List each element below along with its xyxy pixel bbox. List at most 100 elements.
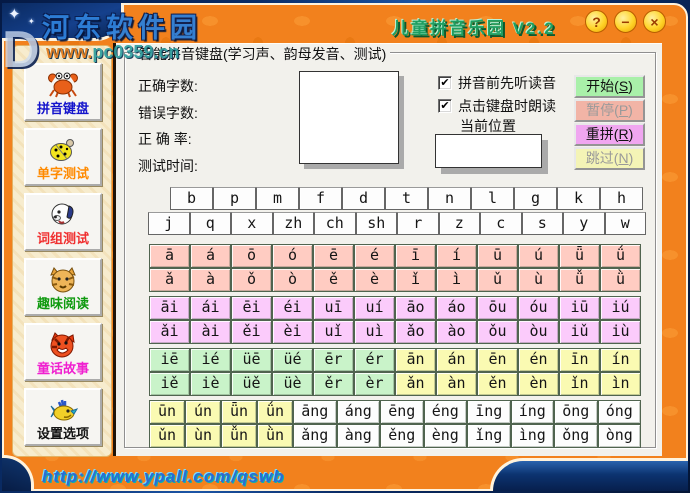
key-án[interactable]: án: [436, 348, 477, 372]
action-button[interactable]: 开始(S): [574, 75, 645, 98]
key-ēng[interactable]: ēng: [380, 400, 424, 424]
key-ǜ[interactable]: ǜ: [600, 268, 641, 292]
key-ǎ[interactable]: ǎ: [149, 268, 190, 292]
key-ēr[interactable]: ēr: [313, 348, 354, 372]
key-iē[interactable]: iē: [149, 348, 190, 372]
key-f[interactable]: f: [299, 187, 342, 210]
key-iè[interactable]: iè: [190, 372, 231, 396]
action-button[interactable]: 跳过(N): [574, 147, 645, 170]
key-uí[interactable]: uí: [354, 296, 395, 320]
key-óu[interactable]: óu: [518, 296, 559, 320]
key-b[interactable]: b: [170, 187, 213, 210]
key-uì[interactable]: uì: [354, 320, 395, 344]
close-button[interactable]: ×: [643, 10, 666, 33]
key-z[interactable]: z: [438, 212, 480, 235]
key-uī[interactable]: uī: [313, 296, 354, 320]
key-èn[interactable]: èn: [518, 372, 559, 396]
key-ér[interactable]: ér: [354, 348, 395, 372]
key-òu[interactable]: òu: [518, 320, 559, 344]
key-ǘn[interactable]: ǘn: [257, 400, 293, 424]
key-ǘ[interactable]: ǘ: [600, 244, 641, 268]
key-h[interactable]: h: [600, 187, 643, 210]
key-ǒ[interactable]: ǒ: [231, 268, 272, 292]
key-ǚ[interactable]: ǚ: [559, 268, 600, 292]
key-áng[interactable]: áng: [336, 400, 380, 424]
sidebar-item-crab[interactable]: 拼音键盘: [24, 63, 102, 121]
key-īng[interactable]: īng: [467, 400, 511, 424]
key-è[interactable]: è: [354, 268, 395, 292]
checkbox[interactable]: ✔: [438, 76, 452, 90]
help-button[interactable]: ?: [585, 10, 608, 33]
key-s[interactable]: s: [521, 212, 563, 235]
key-ǐ[interactable]: ǐ: [395, 268, 436, 292]
key-c[interactable]: c: [480, 212, 522, 235]
key-ēn[interactable]: ēn: [477, 348, 518, 372]
key-āng[interactable]: āng: [293, 400, 337, 424]
key-üè[interactable]: üè: [272, 372, 313, 396]
key-á[interactable]: á: [190, 244, 231, 268]
key-āo[interactable]: āo: [395, 296, 436, 320]
minimize-button[interactable]: −: [614, 10, 637, 33]
key-ū[interactable]: ū: [477, 244, 518, 268]
key-ò[interactable]: ò: [272, 268, 313, 292]
key-iǔ[interactable]: iǔ: [559, 320, 600, 344]
key-y[interactable]: y: [563, 212, 605, 235]
key-éng[interactable]: éng: [423, 400, 467, 424]
key-q[interactable]: q: [189, 212, 231, 235]
key-d[interactable]: d: [342, 187, 385, 210]
key-ǖn[interactable]: ǖn: [221, 400, 257, 424]
key-n[interactable]: n: [428, 187, 471, 210]
key-èi[interactable]: èi: [272, 320, 313, 344]
key-àng[interactable]: àng: [336, 424, 380, 448]
key-ē[interactable]: ē: [313, 244, 354, 268]
key-ǔn[interactable]: ǔn: [149, 424, 185, 448]
key-ú[interactable]: ú: [518, 244, 559, 268]
key-ìng[interactable]: ìng: [510, 424, 554, 448]
key-üē[interactable]: üē: [231, 348, 272, 372]
key-ūn[interactable]: ūn: [149, 400, 185, 424]
key-t[interactable]: t: [385, 187, 428, 210]
key-üé[interactable]: üé: [272, 348, 313, 372]
key-ī[interactable]: ī: [395, 244, 436, 268]
key-ì[interactable]: ì: [436, 268, 477, 292]
key-èng[interactable]: èng: [423, 424, 467, 448]
key-ǎng[interactable]: ǎng: [293, 424, 337, 448]
key-ǜn[interactable]: ǜn: [257, 424, 293, 448]
key-ái[interactable]: ái: [190, 296, 231, 320]
key-sh[interactable]: sh: [355, 212, 397, 235]
key-ěi[interactable]: ěi: [231, 320, 272, 344]
sidebar-item-dog[interactable]: 词组测试: [24, 193, 102, 251]
key-àn[interactable]: àn: [436, 372, 477, 396]
key-ào[interactable]: ào: [436, 320, 477, 344]
key-üě[interactable]: üě: [231, 372, 272, 396]
key-éi[interactable]: éi: [272, 296, 313, 320]
key-āi[interactable]: āi: [149, 296, 190, 320]
key-áo[interactable]: áo: [436, 296, 477, 320]
checkbox[interactable]: ✔: [438, 99, 452, 113]
key-uǐ[interactable]: uǐ: [313, 320, 354, 344]
action-button[interactable]: 重拼(R): [574, 123, 645, 146]
key-p[interactable]: p: [213, 187, 256, 210]
key-j[interactable]: j: [148, 212, 190, 235]
key-ěr[interactable]: ěr: [313, 372, 354, 396]
sidebar-item-tiger[interactable]: 童话故事: [24, 323, 102, 381]
key-īn[interactable]: īn: [559, 348, 600, 372]
key-ch[interactable]: ch: [314, 212, 356, 235]
key-iù[interactable]: iù: [600, 320, 641, 344]
key-ié[interactable]: ié: [190, 348, 231, 372]
key-ō[interactable]: ō: [231, 244, 272, 268]
key-ùn[interactable]: ùn: [185, 424, 221, 448]
key-ān[interactable]: ān: [395, 348, 436, 372]
key-ín[interactable]: ín: [600, 348, 641, 372]
sidebar-item-ladybug[interactable]: 单字测试: [24, 128, 102, 186]
key-zh[interactable]: zh: [272, 212, 314, 235]
key-ě[interactable]: ě: [313, 268, 354, 292]
key-m[interactable]: m: [256, 187, 299, 210]
key-k[interactable]: k: [557, 187, 600, 210]
key-g[interactable]: g: [514, 187, 557, 210]
key-w[interactable]: w: [604, 212, 646, 235]
key-ǚn[interactable]: ǚn: [221, 424, 257, 448]
key-òng[interactable]: òng: [597, 424, 641, 448]
footer-url-link[interactable]: http://www.ypall.com/qswb: [42, 467, 285, 487]
action-button[interactable]: 暂停(P): [574, 99, 645, 122]
